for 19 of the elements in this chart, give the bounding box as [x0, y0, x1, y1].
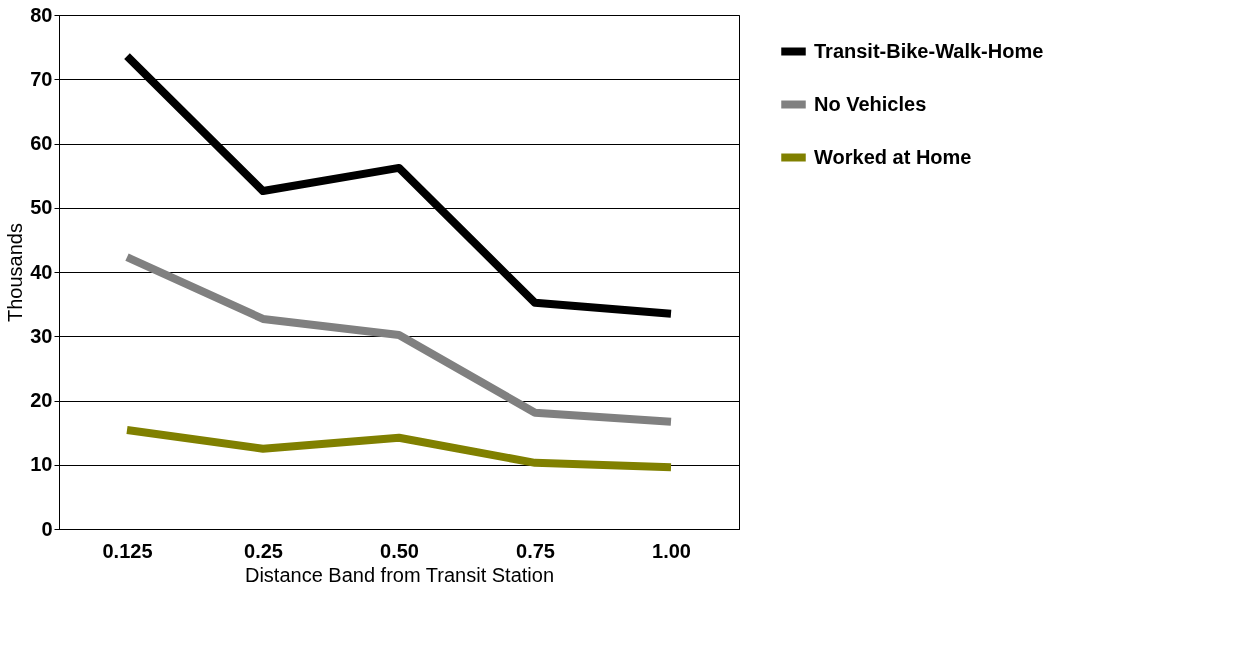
y-tick-label: 20: [30, 389, 53, 411]
x-axis-title: Distance Band from Transit Station: [244, 563, 555, 586]
legend-label: No Vehicles: [814, 92, 927, 115]
x-tick-label: 1.00: [652, 539, 691, 562]
y-tick-label: 10: [30, 453, 53, 476]
x-tick-label: 0.50: [380, 539, 419, 562]
y-tick-label: 0: [41, 517, 53, 540]
y-tick-label: 50: [30, 196, 53, 219]
x-tick-label: 0.75: [516, 539, 555, 562]
legend-label: Worked at Home: [814, 145, 972, 168]
y-tick-label: 30: [30, 324, 53, 347]
legend-label: Transit-Bike-Walk-Home: [814, 39, 1044, 62]
y-tick-label: 40: [30, 260, 53, 283]
y-tick-label: 60: [30, 132, 53, 154]
x-tick-label: 0.125: [102, 539, 153, 562]
y-tick-label: 70: [30, 67, 53, 90]
y-tick-label: 80: [30, 3, 53, 26]
x-tick-label: 0.25: [244, 539, 283, 562]
y-axis-title: Thousands: [4, 223, 27, 322]
